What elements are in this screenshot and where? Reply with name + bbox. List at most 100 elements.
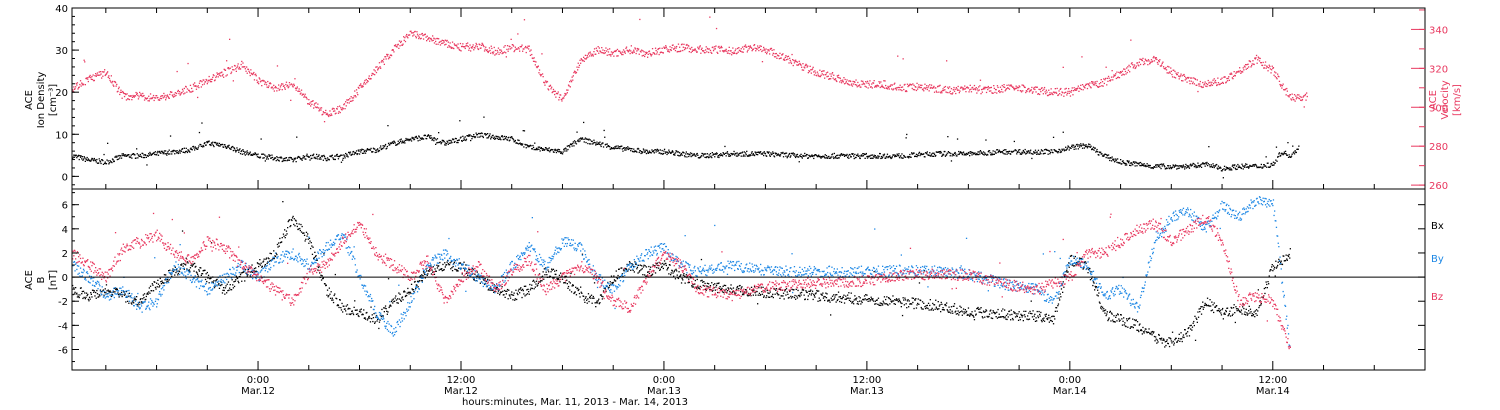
velocity-series-point bbox=[459, 49, 461, 51]
density-series-point bbox=[1214, 165, 1217, 167]
density-series-point bbox=[903, 155, 905, 157]
density-series-point bbox=[991, 154, 994, 156]
velocity-series-point bbox=[850, 84, 852, 86]
bx-series-point bbox=[533, 288, 535, 290]
velocity-series-point bbox=[373, 69, 375, 71]
velocity-series-point bbox=[828, 78, 830, 80]
density-series-point bbox=[651, 149, 653, 151]
velocity-series-point bbox=[117, 90, 119, 92]
density-series-point bbox=[1195, 166, 1197, 169]
velocity-series-point bbox=[520, 45, 523, 48]
velocity-series-point bbox=[841, 80, 843, 82]
bx-series-point bbox=[89, 298, 91, 300]
bx-series-point bbox=[226, 283, 228, 285]
density-series-point bbox=[933, 153, 936, 156]
velocity-series-point bbox=[1154, 57, 1156, 59]
bx-series-point bbox=[460, 268, 462, 270]
density-series-point bbox=[145, 154, 147, 156]
density-series-point bbox=[577, 139, 579, 141]
bx-series-point bbox=[366, 311, 368, 314]
bx-series-point bbox=[483, 283, 486, 286]
velocity-series-point bbox=[877, 85, 880, 87]
density-series-point bbox=[1243, 166, 1246, 168]
density-series-point bbox=[1123, 161, 1125, 164]
bx-series-point bbox=[439, 261, 441, 264]
density-series-point bbox=[834, 155, 837, 158]
bx-series-point bbox=[235, 279, 237, 281]
velocity-series-point bbox=[1104, 77, 1107, 80]
velocity-series-point bbox=[566, 92, 568, 94]
density-series-point bbox=[1233, 164, 1235, 167]
velocity-series-point bbox=[418, 37, 420, 40]
bx-series-point bbox=[513, 292, 515, 294]
density-series-point bbox=[871, 157, 873, 159]
velocity-series-point bbox=[609, 53, 611, 56]
bx-series-point bbox=[438, 269, 440, 271]
velocity-series-point bbox=[1088, 83, 1090, 86]
velocity-series-point bbox=[1233, 71, 1235, 73]
density-series-point bbox=[249, 151, 251, 153]
density-series-point bbox=[354, 151, 356, 154]
density-series-point bbox=[772, 151, 774, 153]
density-series-point bbox=[605, 143, 607, 145]
density-series-point bbox=[710, 155, 712, 157]
density-series-point bbox=[1269, 165, 1272, 167]
density-series-point bbox=[770, 152, 772, 154]
density-series-point bbox=[165, 150, 167, 152]
density-series-point bbox=[319, 158, 321, 160]
velocity-series-point bbox=[704, 52, 706, 54]
velocity-series-point bbox=[1006, 84, 1008, 86]
velocity-series-point bbox=[442, 40, 445, 42]
density-series-point bbox=[311, 157, 313, 159]
velocity-series-point bbox=[1298, 98, 1301, 100]
velocity-series-point bbox=[266, 86, 268, 88]
velocity-series-point bbox=[114, 81, 117, 84]
velocity-series-point bbox=[754, 47, 756, 49]
velocity-series-point bbox=[770, 47, 773, 50]
density-series-point bbox=[288, 157, 290, 159]
density-series-point bbox=[574, 142, 576, 144]
velocity-series-point bbox=[728, 50, 730, 52]
velocity-series-point bbox=[1063, 95, 1065, 97]
velocity-series-point bbox=[377, 69, 379, 71]
velocity-series-point bbox=[1141, 59, 1143, 62]
velocity-series-point bbox=[503, 51, 506, 53]
density-series-point bbox=[893, 154, 895, 156]
density-series-point bbox=[680, 153, 682, 156]
velocity-series-point bbox=[932, 87, 934, 89]
density-series-point bbox=[962, 152, 964, 154]
velocity-series-point bbox=[324, 112, 326, 114]
density-series-point bbox=[1070, 147, 1072, 149]
velocity-series-point bbox=[1048, 89, 1050, 91]
density-series-point bbox=[642, 151, 644, 153]
velocity-series-point bbox=[1041, 87, 1043, 89]
bx-series-point bbox=[166, 281, 168, 283]
velocity-series-point bbox=[875, 85, 877, 87]
bx-series-point bbox=[281, 241, 283, 243]
density-series-point bbox=[85, 158, 87, 160]
density-series-point bbox=[717, 155, 719, 157]
velocity-series-point bbox=[447, 41, 449, 43]
velocity-series-point bbox=[405, 35, 407, 37]
velocity-series-point bbox=[1060, 87, 1062, 90]
velocity-series-point bbox=[911, 87, 913, 90]
density-series-point bbox=[1060, 150, 1062, 152]
density-series-point bbox=[476, 133, 478, 136]
density-series-point bbox=[1083, 144, 1085, 146]
bx-series-point bbox=[382, 315, 384, 317]
velocity-series-point bbox=[686, 47, 689, 49]
density-series-point bbox=[686, 156, 688, 158]
density-series-point bbox=[1200, 166, 1203, 168]
density-series-point bbox=[212, 141, 214, 143]
density-series-point bbox=[1292, 152, 1294, 154]
velocity-series-point bbox=[364, 79, 366, 82]
velocity-series-point bbox=[491, 51, 494, 53]
velocity-series-point bbox=[523, 19, 526, 21]
velocity-series-point bbox=[627, 51, 629, 53]
density-series-point bbox=[795, 154, 797, 156]
velocity-series-point bbox=[238, 66, 240, 68]
density-series-point bbox=[1272, 164, 1274, 166]
velocity-series-point bbox=[400, 40, 402, 42]
bx-series-point bbox=[465, 264, 467, 266]
velocity-series-point bbox=[620, 52, 622, 54]
